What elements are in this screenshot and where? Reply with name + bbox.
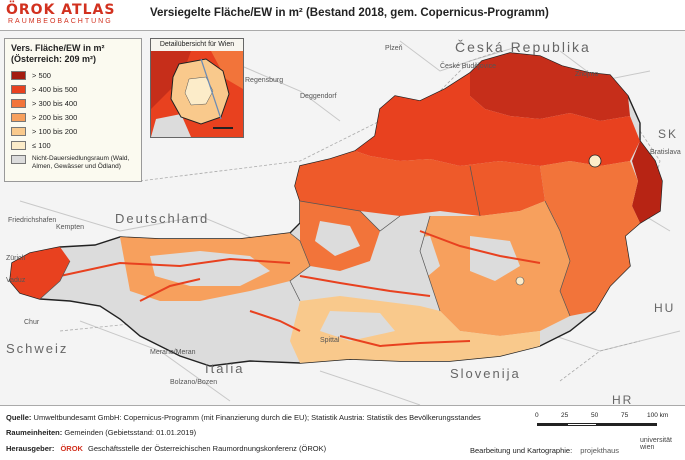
scale-tick: 100 km: [647, 412, 669, 419]
legend-item: ≤ 100: [11, 141, 51, 152]
legend-item: > 300 bis 400: [11, 99, 77, 110]
units-label: Raumeinheiten:: [6, 428, 63, 437]
label-slovenia: Slovenija: [450, 366, 521, 381]
footer: Quelle: Umweltbundesamt GmbH: Copernicus…: [0, 408, 685, 460]
university-vienna-logo[interactable]: universität wien: [640, 437, 672, 451]
legend-swatch: [11, 127, 26, 136]
legend-swatch: [11, 99, 26, 108]
legend-label: ≤ 100: [32, 141, 51, 150]
vienna-marker[interactable]: [588, 154, 602, 168]
footer-units: Raumeinheiten: Gemeinden (Gebietsstand: …: [6, 428, 196, 437]
units-text: Gemeinden (Gebietsstand: 01.01.2019): [64, 428, 197, 437]
legend-item: > 400 bis 500: [11, 85, 77, 96]
legend-label: > 500: [32, 71, 51, 80]
place-merano: Merano/Meran: [150, 349, 196, 356]
univ-line2: wien: [640, 444, 655, 451]
label-czech-republic: Česká Republika: [455, 39, 591, 55]
state-borders: [39, 165, 571, 317]
scale-segment: [537, 423, 567, 426]
map-canvas: [9, 40, 681, 405]
legend-label: > 400 bis 500: [32, 85, 78, 94]
legend: Vers. Fläche/EW in m² (Österreich: 209 m…: [4, 38, 142, 182]
graz-marker[interactable]: [515, 276, 525, 286]
label-hungary: HU: [654, 301, 676, 315]
scale-tick: 25: [561, 412, 569, 419]
place-budejovice: České Budějovice: [440, 63, 497, 70]
legend-item: > 200 bis 300: [11, 113, 77, 124]
legend-swatch: [11, 141, 26, 150]
label-switzerland: Schweiz: [6, 341, 69, 356]
place-bolzano: Bolzano/Bozen: [170, 379, 218, 386]
region-vorarlberg: [10, 247, 70, 299]
map-title: Versiegelte Fläche/EW in m² (Bestand 201…: [150, 7, 549, 19]
label-germany: Deutschland: [115, 211, 210, 226]
inset-map: [151, 51, 243, 137]
legend-item: > 500: [11, 71, 51, 82]
credit-label: Bearbeitung und Kartographie:: [470, 446, 573, 455]
place-vaduz: Vaduz: [6, 277, 26, 284]
region-east-high: [632, 141, 662, 223]
place-deggendorf: Deggendorf: [300, 93, 337, 100]
scale-segment: [597, 423, 657, 426]
legend-swatch: [11, 71, 26, 80]
oerok-mini-logo: ÖROK: [60, 444, 83, 453]
alpine-areas: [70, 221, 520, 341]
source-label: Quelle:: [6, 413, 32, 422]
legend-label: > 300 bis 400: [32, 99, 78, 108]
label-croatia: HR: [612, 393, 634, 406]
place-bratislava: Bratislava: [650, 149, 681, 156]
legend-title: Vers. Fläche/EW in m² (Österreich: 209 m…: [11, 43, 137, 65]
projekthaus-logo[interactable]: projekthaus: [580, 446, 620, 455]
place-plzen: Plzeň: [385, 45, 403, 52]
region-east-mid: [540, 161, 640, 316]
legend-swatch: [11, 85, 26, 94]
label-slovakia: SK: [658, 127, 679, 141]
inset-title: Detailübersicht für Wien: [159, 41, 235, 48]
scale-bar: 0 25 50 75 100 km: [535, 412, 683, 434]
credit: Bearbeitung und Kartographie: projekthau…: [470, 446, 619, 455]
place-friedrichshafen: Friedrichshafen: [8, 217, 57, 224]
place-regensburg: Regensburg: [245, 77, 284, 84]
region-north-high: [470, 53, 630, 121]
oerok-atlas-logo[interactable]: ÖROK ATLAS RAUMBEOBACHTUNG: [4, 2, 154, 28]
legend-item: > 100 bis 200: [11, 127, 77, 138]
logo-name: ÖROK ATLAS: [6, 2, 116, 18]
place-chur: Chur: [24, 319, 40, 326]
legend-label: Nicht-Dauersiedlungsraum (Wald, Almen, G…: [32, 155, 130, 170]
scale-segment: [567, 423, 597, 426]
legend-title-line2: (Österreich: 209 m²): [11, 54, 97, 64]
univ-line1: universität: [640, 437, 672, 444]
logo-subtitle: RAUMBEOBACHTUNG: [8, 18, 113, 25]
legend-title-line1: Vers. Fläche/EW in m²: [11, 43, 105, 53]
label-italy: Italia: [205, 361, 245, 376]
publisher-text: Geschäftsstelle der Österreichischen Rau…: [88, 444, 327, 453]
map-area[interactable]: Česká Republika Deutschland Schweiz Ital…: [0, 30, 685, 406]
place-znojmo: Znojmo: [575, 71, 599, 78]
legend-swatch: [11, 113, 26, 122]
legend-label: > 100 bis 200: [32, 127, 78, 136]
scale-tick: 0: [535, 412, 539, 419]
place-kempten: Kempten: [56, 224, 85, 231]
region-upper-austria: [295, 151, 545, 216]
footer-source: Quelle: Umweltbundesamt GmbH: Copernicus…: [6, 413, 481, 422]
legend-item: Nicht-Dauersiedlungsraum (Wald, Almen, G…: [11, 155, 137, 170]
valley-settlements: [59, 230, 541, 348]
legend-swatch: [11, 155, 26, 164]
header: ÖROK ATLAS RAUMBEOBACHTUNG Versiegelte F…: [0, 0, 685, 30]
place-zuerich: Zürich: [6, 255, 26, 262]
vienna-inset[interactable]: Detailübersicht für Wien: [150, 38, 244, 138]
scale-tick: 50: [591, 412, 599, 419]
footer-publisher: Herausgeber: ÖROK Geschäftsstelle der Ös…: [6, 444, 326, 453]
place-spittal: Spittal: [320, 337, 340, 344]
publisher-label: Herausgeber:: [6, 444, 55, 453]
source-text: Umweltbundesamt GmbH: Copernicus-Program…: [33, 413, 481, 422]
legend-label: > 200 bis 300: [32, 113, 78, 122]
region-north-mid: [355, 73, 640, 166]
scale-tick: 75: [621, 412, 629, 419]
